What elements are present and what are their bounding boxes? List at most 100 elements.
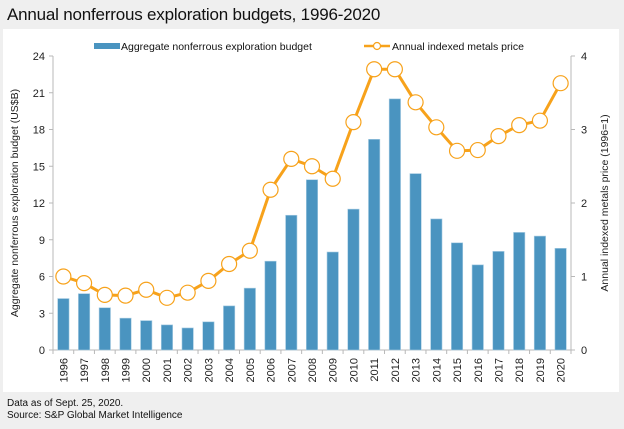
bar-2014 (430, 218, 443, 351)
bar-2012 (388, 98, 401, 351)
y-tick-label-left: 9 (39, 235, 45, 247)
bar-2006 (264, 260, 277, 351)
bar-2019 (533, 235, 546, 351)
y-axis-title-left: Aggregate nonferrous exploration budget … (9, 89, 21, 317)
bar-2002 (181, 327, 194, 351)
bar-1998 (98, 307, 111, 351)
y-tick-label-right: 2 (581, 198, 587, 210)
bar-2015 (451, 242, 464, 351)
y-tick-label-right: 0 (581, 345, 587, 357)
price-point-2000 (138, 281, 155, 298)
price-point-2002 (179, 284, 196, 301)
bar-1997 (78, 293, 91, 351)
x-tick-label: 2016 (473, 358, 485, 382)
x-tick-label: 2005 (245, 358, 257, 382)
chart-title: Annual nonferrous exploration budgets, 1… (7, 5, 381, 24)
x-tick-label: 2019 (535, 358, 547, 382)
line-series (55, 61, 569, 306)
price-point-2008 (303, 158, 321, 175)
x-tick-label: 1996 (58, 358, 70, 382)
price-point-2011 (366, 61, 383, 78)
x-tick-label: 1999 (121, 358, 133, 382)
price-point-2017 (490, 128, 507, 145)
bar-2008 (306, 179, 318, 351)
legend: Aggregate nonferrous exploration budget … (94, 41, 524, 53)
bar-1999 (119, 317, 132, 351)
x-tick-label: 2009 (328, 358, 340, 382)
bar-2018 (513, 232, 526, 351)
bar-2009 (326, 251, 339, 351)
x-tick-label: 2017 (493, 358, 505, 382)
x-tick-label: 2002 (183, 358, 195, 382)
bar-2013 (409, 173, 422, 351)
y-tick-label-left: 6 (39, 272, 45, 284)
price-point-1997 (75, 275, 93, 292)
y-tick-label-left: 3 (39, 308, 45, 320)
y-tick-label-left: 12 (33, 198, 45, 210)
price-point-2009 (324, 170, 341, 187)
x-tick-label: 2008 (307, 358, 319, 382)
price-point-2016 (469, 141, 486, 159)
y-tick-label-right: 1 (581, 272, 587, 284)
bar-2003 (202, 321, 215, 351)
price-point-2018 (511, 116, 528, 134)
bar-2007 (285, 214, 298, 351)
price-point-2007 (283, 150, 300, 167)
source-note: Source: S&P Global Market Intelligence (7, 410, 183, 421)
y-tick-label-left: 21 (33, 88, 45, 100)
price-point-2014 (428, 119, 445, 136)
bar-2017 (492, 251, 505, 351)
bar-2004 (223, 305, 236, 351)
x-tick-label: 2012 (390, 358, 402, 382)
x-tick-labels: 1996 1997 1998 1999 2000 2001 2002 2003 2004 2005… (58, 358, 567, 382)
legend-bar-swatch (94, 43, 120, 49)
y-tick-label-left: 0 (39, 345, 45, 357)
x-tick-label: 2000 (141, 358, 153, 382)
bar-2011 (368, 139, 381, 351)
x-tick-label: 1997 (79, 358, 91, 382)
y-tick-label-left: 18 (33, 125, 45, 137)
x-tick-label: 2018 (514, 358, 526, 382)
price-point-2003 (200, 272, 217, 290)
price-point-2010 (345, 114, 362, 131)
price-point-2004 (221, 255, 238, 273)
price-point-2005 (241, 242, 258, 259)
bar-2016 (471, 264, 484, 351)
bar-2000 (140, 320, 153, 351)
x-tick-label: 1998 (100, 358, 112, 382)
price-point-1999 (117, 287, 134, 304)
legend-line-label: Annual indexed metals price (392, 41, 524, 53)
bar-2010 (347, 208, 360, 351)
price-point-2020 (552, 75, 569, 92)
x-tick-label: 2011 (369, 358, 381, 382)
x-tick-label: 2015 (452, 358, 464, 382)
price-point-2012 (386, 61, 403, 78)
bar-2005 (243, 287, 256, 351)
price-point-1996 (55, 268, 72, 285)
y-tick-label-left: 24 (33, 51, 45, 63)
bar-2020 (554, 248, 567, 351)
price-point-1998 (96, 286, 113, 303)
y-axis-title-right: Annual indexed metals price (1996=1) (599, 114, 611, 291)
legend-line-marker (372, 41, 382, 51)
footer: Data as of Sept. 25, 2020. Source: S&P G… (7, 398, 182, 422)
x-tick-label: 2013 (411, 358, 423, 382)
x-tick-label: 2006 (266, 358, 278, 382)
data-date-note: Data as of Sept. 25, 2020. (7, 398, 124, 409)
price-point-2013 (407, 94, 424, 111)
y-tick-label-right: 4 (581, 51, 587, 63)
x-tick-label: 2014 (431, 358, 443, 382)
price-point-2019 (531, 112, 549, 129)
bars (57, 98, 567, 351)
price-point-2001 (158, 289, 176, 306)
y-tick-label-left: 15 (33, 161, 45, 173)
x-tick-label: 2020 (556, 358, 568, 382)
x-tick-label: 2001 (162, 358, 174, 382)
bar-2001 (160, 324, 173, 351)
x-tick-label: 2004 (224, 358, 236, 382)
x-tick-label: 2010 (348, 358, 360, 382)
price-point-2015 (448, 142, 466, 159)
legend-bar-label: Aggregate nonferrous exploration budget (121, 41, 312, 53)
